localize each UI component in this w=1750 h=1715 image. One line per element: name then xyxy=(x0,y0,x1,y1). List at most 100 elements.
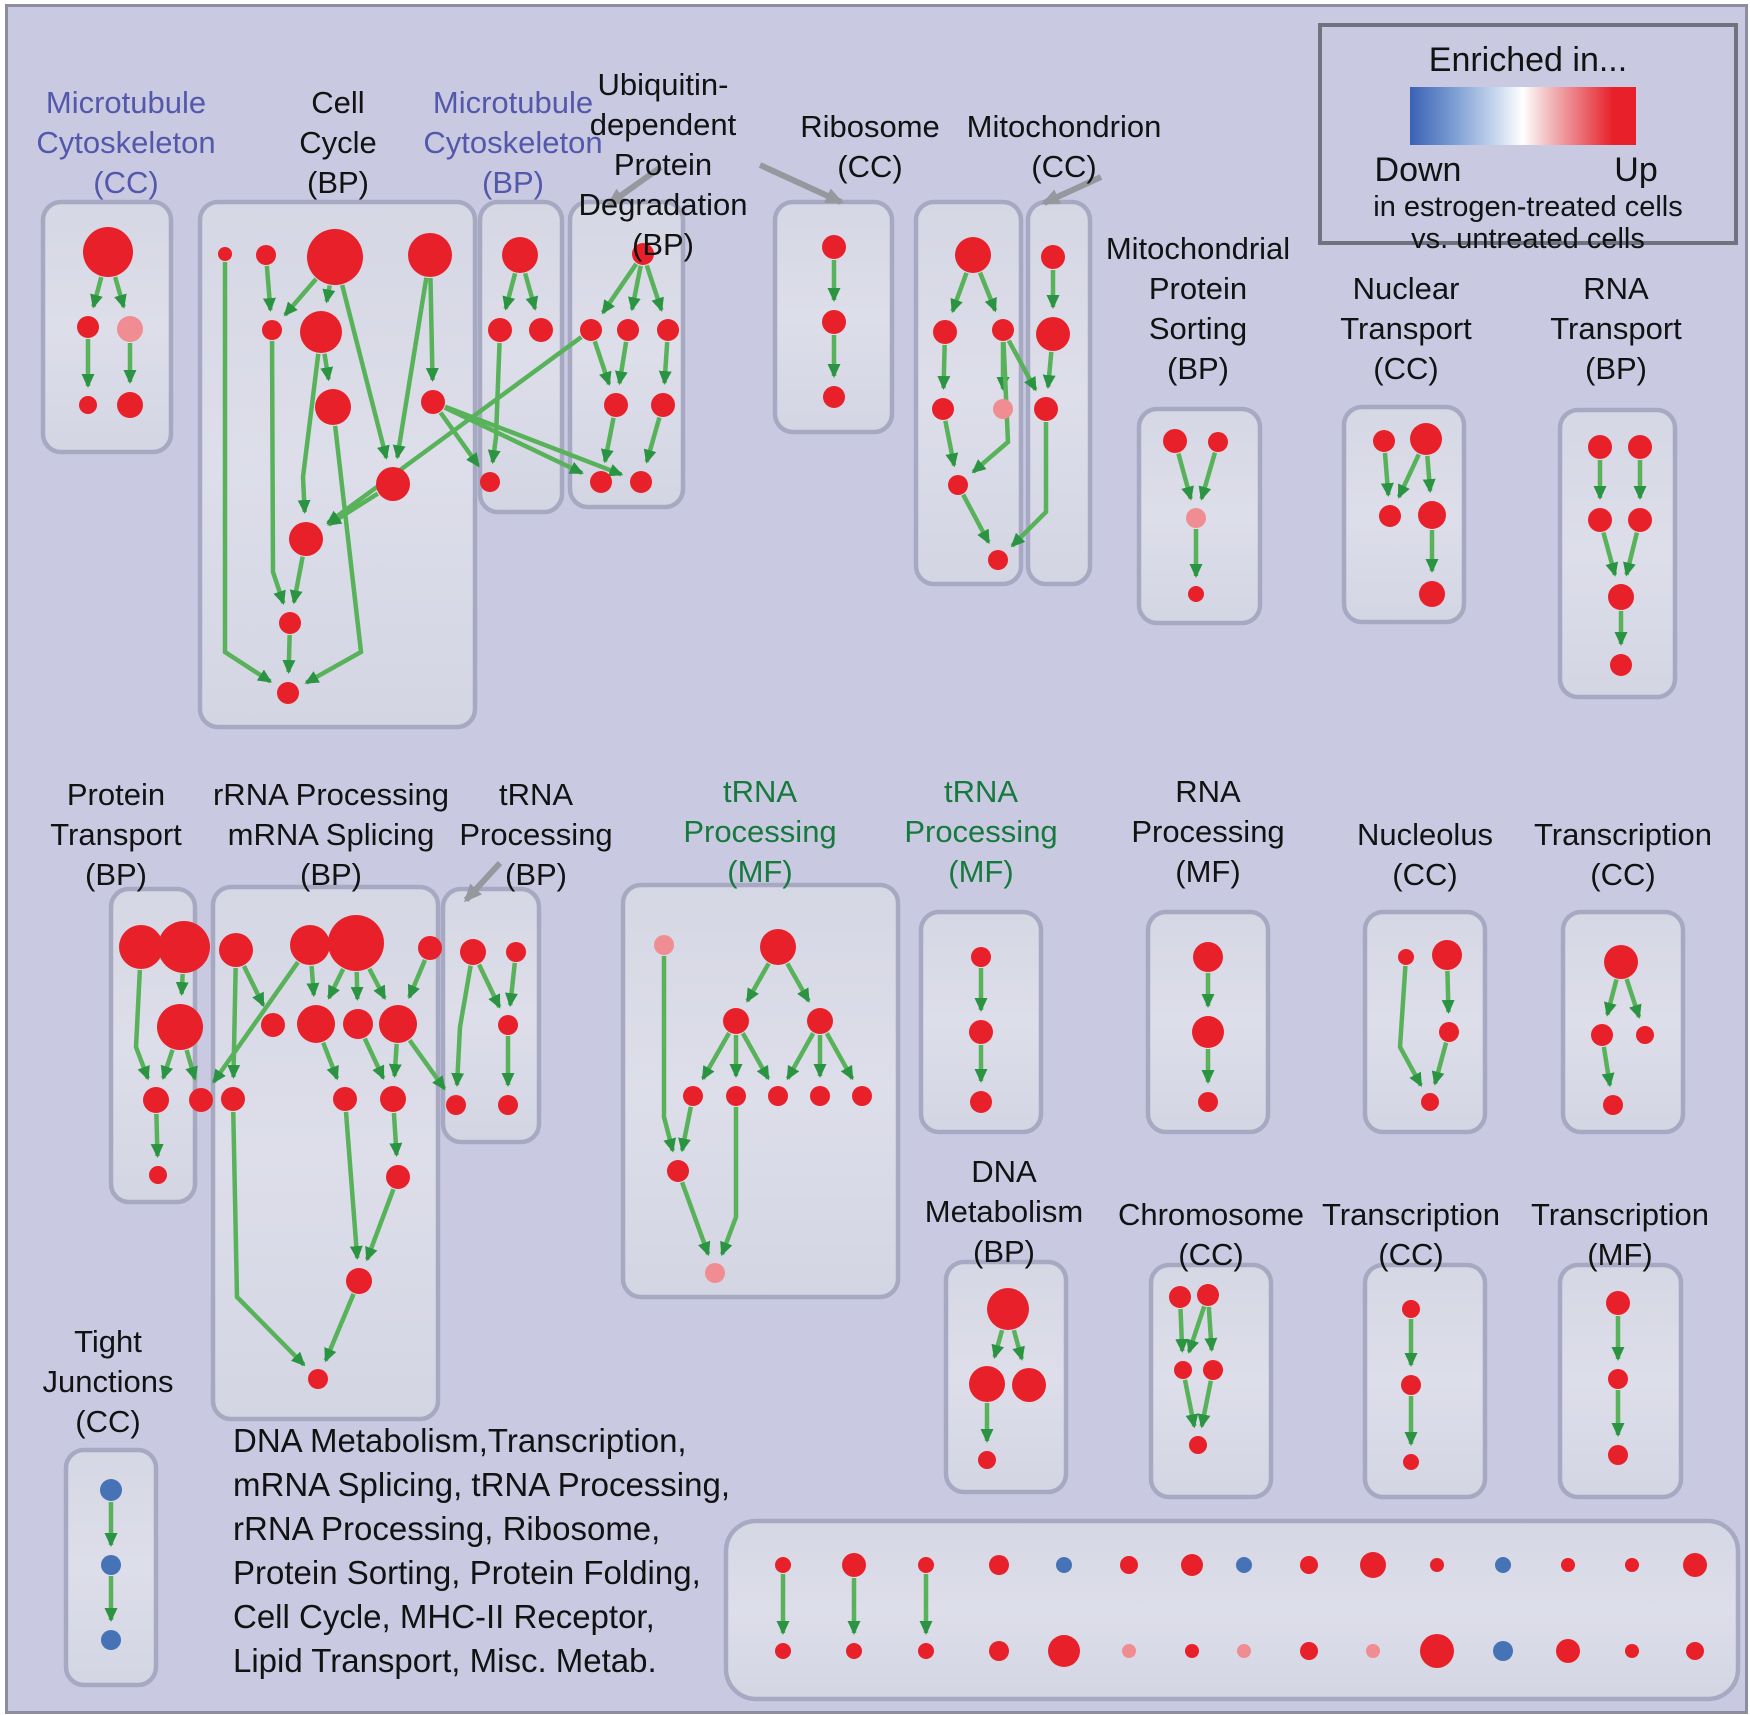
edge xyxy=(282,634,296,675)
edge xyxy=(362,1037,386,1080)
node xyxy=(498,1095,518,1115)
node xyxy=(386,1165,410,1189)
label-line: Transport xyxy=(1550,311,1682,346)
node xyxy=(1185,1644,1199,1658)
node xyxy=(1186,508,1206,528)
label-line: Processing xyxy=(459,817,613,852)
label-nuclear-transport-cc: Nuclear Transport (CC) xyxy=(1340,269,1472,389)
node xyxy=(1300,1642,1318,1660)
node xyxy=(149,1166,167,1184)
node xyxy=(83,227,133,277)
edge xyxy=(438,411,481,468)
node xyxy=(1495,1557,1511,1573)
node xyxy=(289,522,323,556)
node xyxy=(297,1005,335,1043)
label-protein-transport-bp: Protein Transport (BP) xyxy=(50,775,182,895)
label-line: Processing xyxy=(1131,814,1285,849)
node xyxy=(1398,949,1414,965)
node xyxy=(768,1086,788,1106)
box-summary-panel xyxy=(723,1518,1741,1702)
node xyxy=(1208,432,1228,452)
edge xyxy=(644,264,664,312)
node xyxy=(775,1643,791,1659)
node xyxy=(218,247,232,261)
node xyxy=(328,915,384,971)
node xyxy=(315,389,351,425)
node xyxy=(657,319,679,341)
label-line: Cytoskeleton xyxy=(423,125,603,160)
edge xyxy=(991,1329,1005,1359)
node xyxy=(955,237,991,273)
label-line: mRNA Splicing xyxy=(227,817,435,852)
node xyxy=(989,1555,1009,1575)
node xyxy=(1625,1644,1639,1658)
node xyxy=(1163,429,1187,453)
label-line: (MF) xyxy=(948,854,1014,889)
edge xyxy=(407,1038,447,1091)
label-line: (BP) xyxy=(973,1234,1035,1269)
node xyxy=(221,1087,245,1111)
node xyxy=(506,942,526,962)
node xyxy=(261,1013,285,1037)
node xyxy=(418,936,442,960)
edge xyxy=(785,1032,816,1081)
edge xyxy=(321,1041,340,1081)
node xyxy=(1236,1557,1252,1573)
edge xyxy=(1431,1042,1449,1086)
node xyxy=(1608,1445,1628,1465)
label-line: tRNA xyxy=(943,774,1019,809)
figure-canvas: Microtubule Cytoskeleton (CC) Cell Cycle (BP)… xyxy=(5,4,1748,1714)
node xyxy=(1603,1095,1623,1115)
go-network-diagram xyxy=(40,162,1741,1702)
label-line: (BP) xyxy=(300,857,362,892)
node xyxy=(1036,317,1070,351)
node xyxy=(1419,581,1445,607)
node xyxy=(1198,1092,1218,1112)
edge xyxy=(150,1113,164,1159)
edge xyxy=(785,962,811,1003)
bottom-annotation-text: DNA Metabolism,Transcription, mRNA Splic… xyxy=(233,1419,730,1683)
node xyxy=(810,1086,830,1106)
edge xyxy=(1397,965,1423,1088)
label-line: (CC) xyxy=(93,165,159,200)
label-line: Metabolism xyxy=(924,1194,1084,1229)
edge xyxy=(1176,452,1194,501)
annotation-line: Protein Sorting, Protein Folding, xyxy=(233,1554,701,1591)
label-line: (MF) xyxy=(1175,854,1241,889)
edge xyxy=(326,335,583,525)
node xyxy=(1439,1022,1459,1042)
label-line: (BP) xyxy=(504,857,567,892)
label-line: Junctions xyxy=(42,1364,174,1399)
edge xyxy=(339,284,390,460)
node xyxy=(969,1020,993,1044)
annotation-line: mRNA Splicing, tRNA Processing, xyxy=(233,1466,731,1503)
node xyxy=(219,933,253,967)
label-dna-metabolism-bp: DNA Metabolism (BP) xyxy=(925,1152,1084,1272)
label-line: (CC) xyxy=(1373,351,1439,386)
legend-down-label: Down xyxy=(1374,151,1462,189)
node xyxy=(726,1086,746,1106)
edge xyxy=(643,416,662,464)
edge xyxy=(950,272,969,314)
edge xyxy=(1175,1308,1189,1354)
label-trna-processing-bp: tRNA Processing (BP) xyxy=(459,775,612,895)
edge xyxy=(600,417,616,464)
edge xyxy=(283,277,318,317)
label-line: (CC) xyxy=(1378,1237,1444,1272)
node xyxy=(1401,1375,1421,1395)
node xyxy=(705,1263,725,1283)
node xyxy=(918,1557,934,1573)
node xyxy=(333,1087,357,1111)
edge xyxy=(679,1181,711,1257)
edge xyxy=(487,342,502,465)
node xyxy=(918,1643,934,1659)
node xyxy=(1636,1026,1654,1044)
annotation-arrow-icon xyxy=(758,162,844,205)
label-line: Protein xyxy=(66,777,166,812)
edge xyxy=(1624,978,1642,1019)
edge xyxy=(937,344,951,391)
legend-up-label: Up xyxy=(1614,151,1658,189)
edge xyxy=(592,340,612,387)
edge xyxy=(678,1106,694,1153)
edge xyxy=(1006,339,1038,392)
